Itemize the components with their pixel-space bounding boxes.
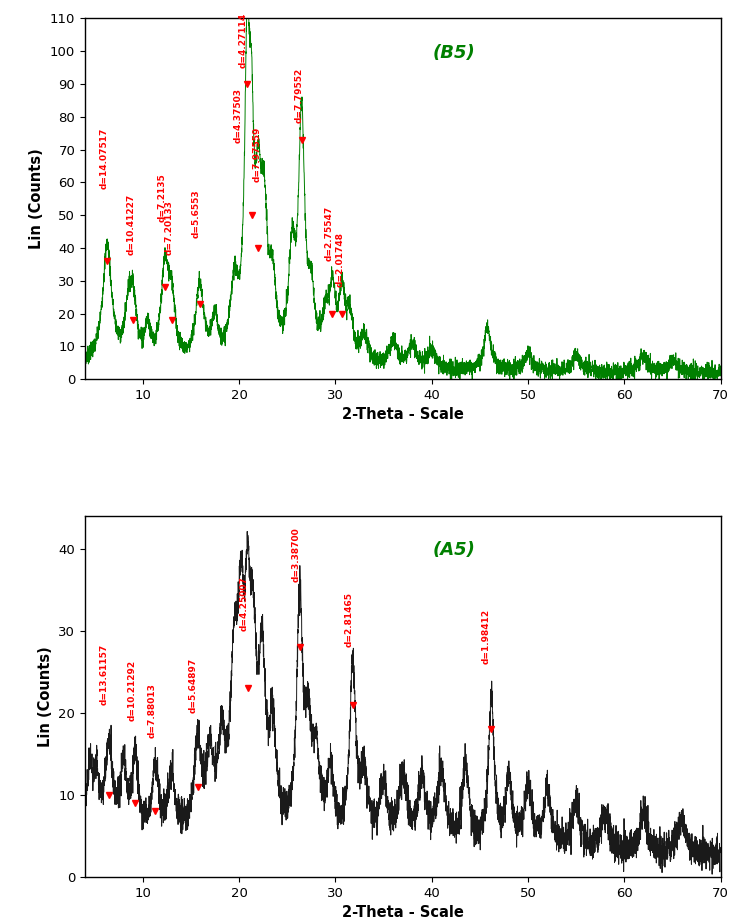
Text: d=4.37503: d=4.37503: [234, 88, 242, 143]
Text: d=7.20133: d=7.20133: [165, 199, 174, 255]
Text: (B5): (B5): [432, 43, 475, 62]
X-axis label: 2-Theta - Scale: 2-Theta - Scale: [342, 905, 463, 920]
Y-axis label: Lin (Counts): Lin (Counts): [30, 149, 44, 249]
Text: d=10.21292: d=10.21292: [127, 660, 137, 721]
Text: d=2.01748: d=2.01748: [336, 233, 344, 287]
X-axis label: 2-Theta - Scale: 2-Theta - Scale: [342, 407, 463, 423]
Text: d=14.07517: d=14.07517: [100, 127, 109, 189]
Text: d=13.61157: d=13.61157: [100, 643, 109, 705]
Y-axis label: Lin (Counts): Lin (Counts): [38, 646, 52, 747]
Text: d=2.75547: d=2.75547: [324, 206, 334, 261]
Text: d=7.97559: d=7.97559: [253, 127, 262, 183]
Text: d=10.41227: d=10.41227: [126, 193, 135, 255]
Text: d=7.2135: d=7.2135: [157, 173, 166, 222]
Text: d=5.64897: d=5.64897: [189, 658, 198, 713]
Text: d=2.81465: d=2.81465: [345, 593, 354, 647]
Text: d=5.6553: d=5.6553: [192, 189, 201, 238]
Text: d=4.27114: d=4.27114: [239, 12, 248, 67]
Text: d=7.88013: d=7.88013: [148, 683, 157, 737]
Text: d=4.25007: d=4.25007: [240, 576, 249, 631]
Text: d=3.38700: d=3.38700: [292, 527, 301, 581]
Text: d=7.79552: d=7.79552: [295, 68, 304, 124]
Text: (A5): (A5): [432, 542, 475, 559]
Text: d=1.98412: d=1.98412: [482, 608, 491, 664]
